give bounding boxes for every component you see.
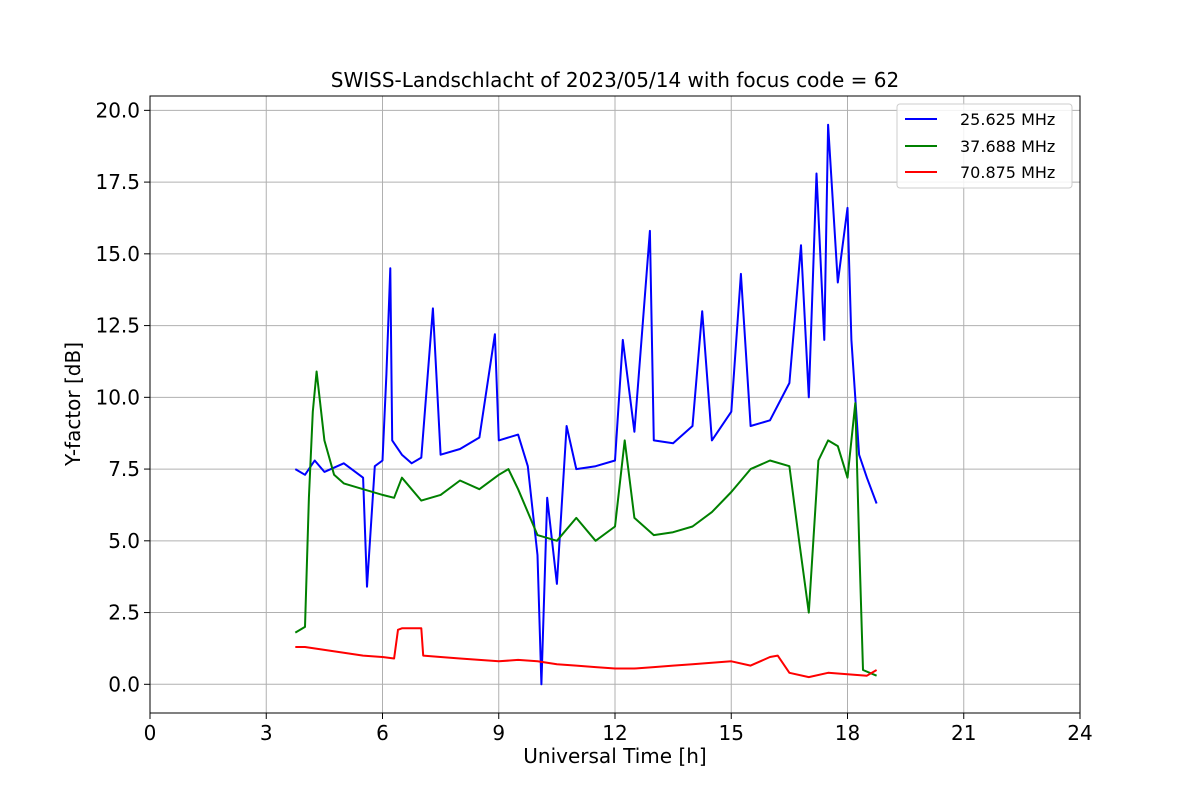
legend-label-1: 37.688 MHz (960, 137, 1055, 156)
series-lines (294, 123, 878, 686)
y-tick-label: 12.5 (95, 314, 140, 338)
plot-area: 0 3 6 9 12 15 18 21 24 0.0 2.5 5.0 7.5 10.0 12.5 15.0 17… (95, 95, 1093, 745)
x-axis-label: Universal Time [h] (523, 744, 706, 768)
x-tick-label: 24 (1067, 721, 1092, 745)
legend-label-2: 70.875 MHz (960, 163, 1055, 182)
y-tick-label: 5.0 (108, 529, 140, 553)
x-tick-label: 18 (835, 721, 860, 745)
chart-title: SWISS-Landschlacht of 2023/05/14 with fo… (331, 68, 899, 92)
x-tick-label: 6 (376, 721, 389, 745)
axis-ticks: 0 3 6 9 12 15 18 21 24 0.0 2.5 5.0 7.5 10.0 12.5 15.0 17… (95, 98, 1092, 745)
legend-label-0: 25.625 MHz (960, 110, 1055, 129)
y-tick-label: 15.0 (95, 242, 140, 266)
y-tick-label: 10.0 (95, 385, 140, 409)
y-tick-label: 0.0 (108, 672, 140, 696)
series-line-0 (294, 123, 878, 686)
x-tick-label: 0 (144, 721, 157, 745)
x-tick-label: 21 (951, 721, 976, 745)
x-tick-label: 9 (492, 721, 505, 745)
series-line-1 (294, 370, 877, 677)
y-tick-label: 2.5 (108, 601, 140, 625)
x-tick-label: 3 (260, 721, 273, 745)
legend-box (896, 103, 1073, 189)
y-tick-label: 7.5 (108, 457, 140, 481)
legend: 25.625 MHz 37.688 MHz 70.875 MHz (896, 103, 1073, 189)
y-axis-label: Y-factor [dB] (61, 342, 85, 467)
y-tick-label: 17.5 (95, 170, 140, 194)
series-line-2 (295, 627, 878, 679)
x-tick-label: 15 (719, 721, 744, 745)
y-tick-label: 20.0 (95, 98, 140, 122)
x-tick-label: 12 (602, 721, 627, 745)
